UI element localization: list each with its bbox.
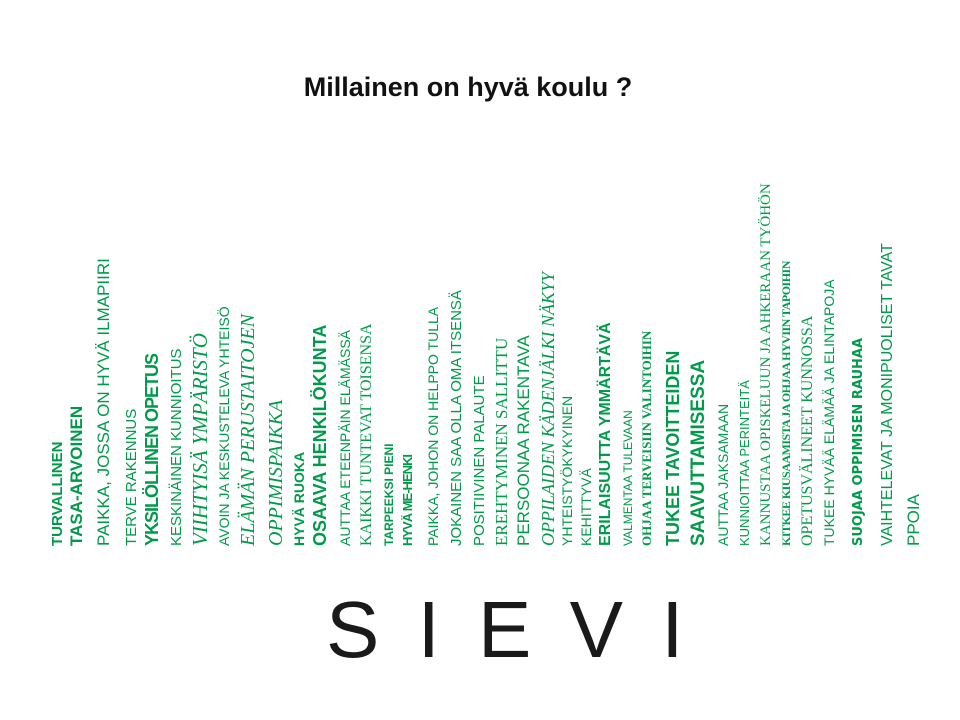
word-column: EREHTYMINEN SALLITTU bbox=[492, 337, 511, 546]
word-column: KAIKKI TUNTEVAT TOISENSA bbox=[358, 323, 375, 546]
word-column: YHTEISTYÖKYKYINEN bbox=[559, 395, 575, 546]
word-column: HYVÄ RUOKA bbox=[291, 451, 307, 546]
word-column: TUKEE HYVÄÄ ELÄMÄÄ JA ELINTAPOJA bbox=[821, 279, 837, 546]
word-column: OPPIMISPAIKKA bbox=[265, 399, 287, 546]
word-column: TARPEEKSI PIENI bbox=[382, 443, 396, 546]
word-column: KUNNIOITTAA PERINTEITÄ bbox=[737, 380, 752, 546]
word-column: ERILAISUUTTA YMMÄRTÄVÄ bbox=[597, 322, 614, 546]
word-column: OPPILAIDEN KÄDENJÄLKI NÄKYY bbox=[538, 271, 558, 546]
word-column: KEHITTYVÄ bbox=[578, 468, 594, 546]
word-column: PAIKKA, JOSSA ON HYVÄ ILMAPIIRI bbox=[94, 258, 113, 546]
word-column: SAAVUTTAMISESSA bbox=[688, 359, 709, 546]
word-column: OPETUSVÄLINEET KUNNOSSA bbox=[799, 315, 816, 546]
word-column: AVOIN JA KESKUSTELEVA YHTEISÖ bbox=[216, 306, 232, 546]
word-column: KANNUSTAA OPISKELUUN JA AHKERAAN TYÖHÖN bbox=[758, 183, 774, 546]
word-column: JOKAINEN SAA OLLA OMA ITSENSÄ bbox=[448, 290, 465, 546]
word-column: VAIHTELEVAT JA MONIPUOLISET TAVAT bbox=[879, 243, 896, 546]
word-column: TURVALLINEN bbox=[49, 441, 66, 546]
word-column: POSITIIVINEN PALAUTE bbox=[471, 375, 488, 546]
word-column: KESKINÄINEN KUNNIOITUS bbox=[168, 348, 185, 546]
word-column: VIIHTYISÄ YMPÄRISTÖ bbox=[188, 333, 212, 546]
word-column: TERVE RAKENNUS bbox=[123, 408, 140, 546]
word-column: SUOJAA OPPIMISEN RAUHAA bbox=[851, 337, 866, 546]
word-column: HYVÄ ME-HENKI bbox=[400, 454, 415, 546]
word-column: AUTTAA ETEENPÄIN ELÄMÄSSÄ bbox=[337, 329, 353, 546]
word-column: OSAAVA HENKILÖKUNTA bbox=[310, 324, 330, 546]
word-column: TUKEE TAVOITTEIDEN bbox=[663, 350, 683, 546]
word-column: KITKEE KIUSAAMISTA JA OHJAA HYVIIN TAPOI… bbox=[779, 261, 793, 546]
word-column: YKSILÖLLINEN OPETUS bbox=[142, 353, 162, 546]
word-column: AUTTAA JAKSAMAAN bbox=[715, 403, 731, 546]
word-column: VALMENTAA TULEVAAN bbox=[621, 410, 635, 546]
slide-title: Millainen on hyvä koulu ? bbox=[303, 72, 633, 102]
word-column: PAIKKA, JOHON ON HELPPO TULLA bbox=[425, 306, 441, 546]
word-column: ELÄMÄN PERUSTAITOJEN bbox=[237, 313, 259, 546]
word-column: PERSOONAA RAKENTAVA bbox=[514, 335, 533, 546]
word-column: PPOIA bbox=[904, 494, 923, 546]
brand-text: S I E V I bbox=[326, 585, 692, 674]
word-column: TASA-ARVOINEN bbox=[67, 405, 86, 546]
word-column: OHJAA TERVEISIIN VALINTOIHIN bbox=[639, 330, 654, 546]
